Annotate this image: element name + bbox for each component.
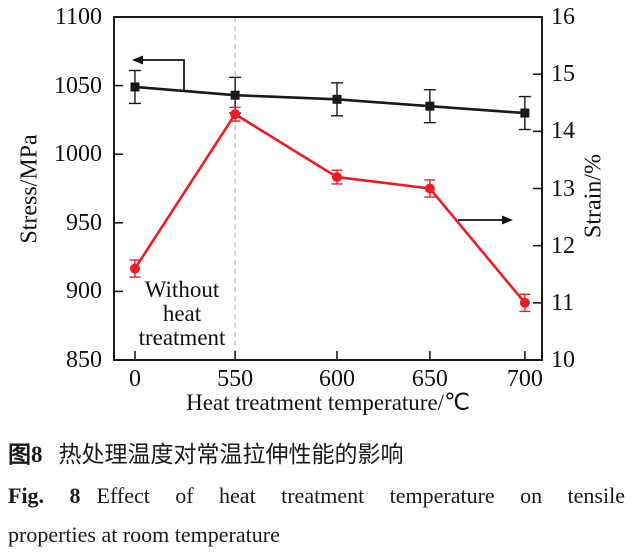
y-right-tick-label: 12	[551, 232, 575, 259]
x-tick-label: 650	[411, 366, 448, 392]
left-axis-arrow	[132, 55, 185, 91]
caption-en-line2: properties at room temperature	[8, 522, 280, 547]
stress-marker	[230, 90, 240, 100]
stress-series-line	[134, 85, 525, 115]
y-right-tick-label: 13	[551, 175, 575, 202]
right-axis-arrow	[458, 215, 513, 225]
strain-marker	[129, 263, 140, 274]
stress-marker	[520, 108, 530, 118]
y-right-tick-label: 15	[551, 61, 575, 88]
annotation-without-heat-treatment: Without heat treatment	[138, 277, 226, 350]
caption-zh-label: 图8	[8, 442, 43, 467]
y-axis-label-right: Strain/%	[580, 154, 607, 238]
y-left-tick-label: 1000	[54, 141, 102, 168]
y-left-tick-label: 1050	[54, 72, 102, 99]
y-left-tick-label: 900	[66, 278, 102, 305]
y-right-tick-label: 10	[551, 347, 575, 373]
x-tick-label: 550	[217, 366, 254, 392]
plot-svg	[113, 16, 543, 361]
strain-marker	[424, 183, 435, 194]
y-axis-label-left: Stress/MPa	[16, 134, 43, 244]
line-chart: 1100 1050 1000 950 900 850 16 15 14 13 12 11 10 0 550 6…	[16, 4, 607, 415]
caption-zh-text: 热处理温度对常温拉伸性能的影响	[58, 442, 404, 467]
right-arrowhead-icon	[502, 215, 513, 225]
strain-marker	[519, 297, 530, 308]
y-left-tick-label: 950	[66, 209, 102, 236]
x-tick-label: 0	[128, 366, 141, 392]
y-right-tick-label: 14	[551, 118, 575, 145]
strain-series-line	[133, 112, 526, 304]
stress-marker	[425, 101, 435, 111]
x-axis-label: Heat treatment temperature/℃	[186, 390, 470, 415]
y-right-tick-label: 11	[551, 289, 575, 316]
caption-zh: 图8 热处理温度对常温拉伸性能的影响	[8, 441, 625, 469]
y-left-tick-label: 850	[66, 347, 102, 373]
plot-frame	[113, 16, 543, 361]
x-tick-label: 700	[506, 366, 543, 392]
y-left-tick-label: 1100	[54, 4, 102, 30]
strain-marker	[230, 109, 241, 120]
strain-marker	[331, 172, 342, 183]
caption-en-text: Effect of heat treatment temperature on …	[96, 483, 626, 508]
caption-en: Fig. 8 Effect of heat treatment temperatu…	[8, 483, 625, 509]
data-series-group	[128, 69, 531, 313]
x-tick-label: 600	[318, 366, 355, 392]
stress-marker	[332, 94, 342, 104]
y-right-tick-label: 16	[551, 4, 575, 30]
caption-en-label: Fig. 8	[8, 483, 81, 508]
stress-marker	[130, 82, 140, 92]
left-arrowhead-icon	[132, 55, 143, 65]
